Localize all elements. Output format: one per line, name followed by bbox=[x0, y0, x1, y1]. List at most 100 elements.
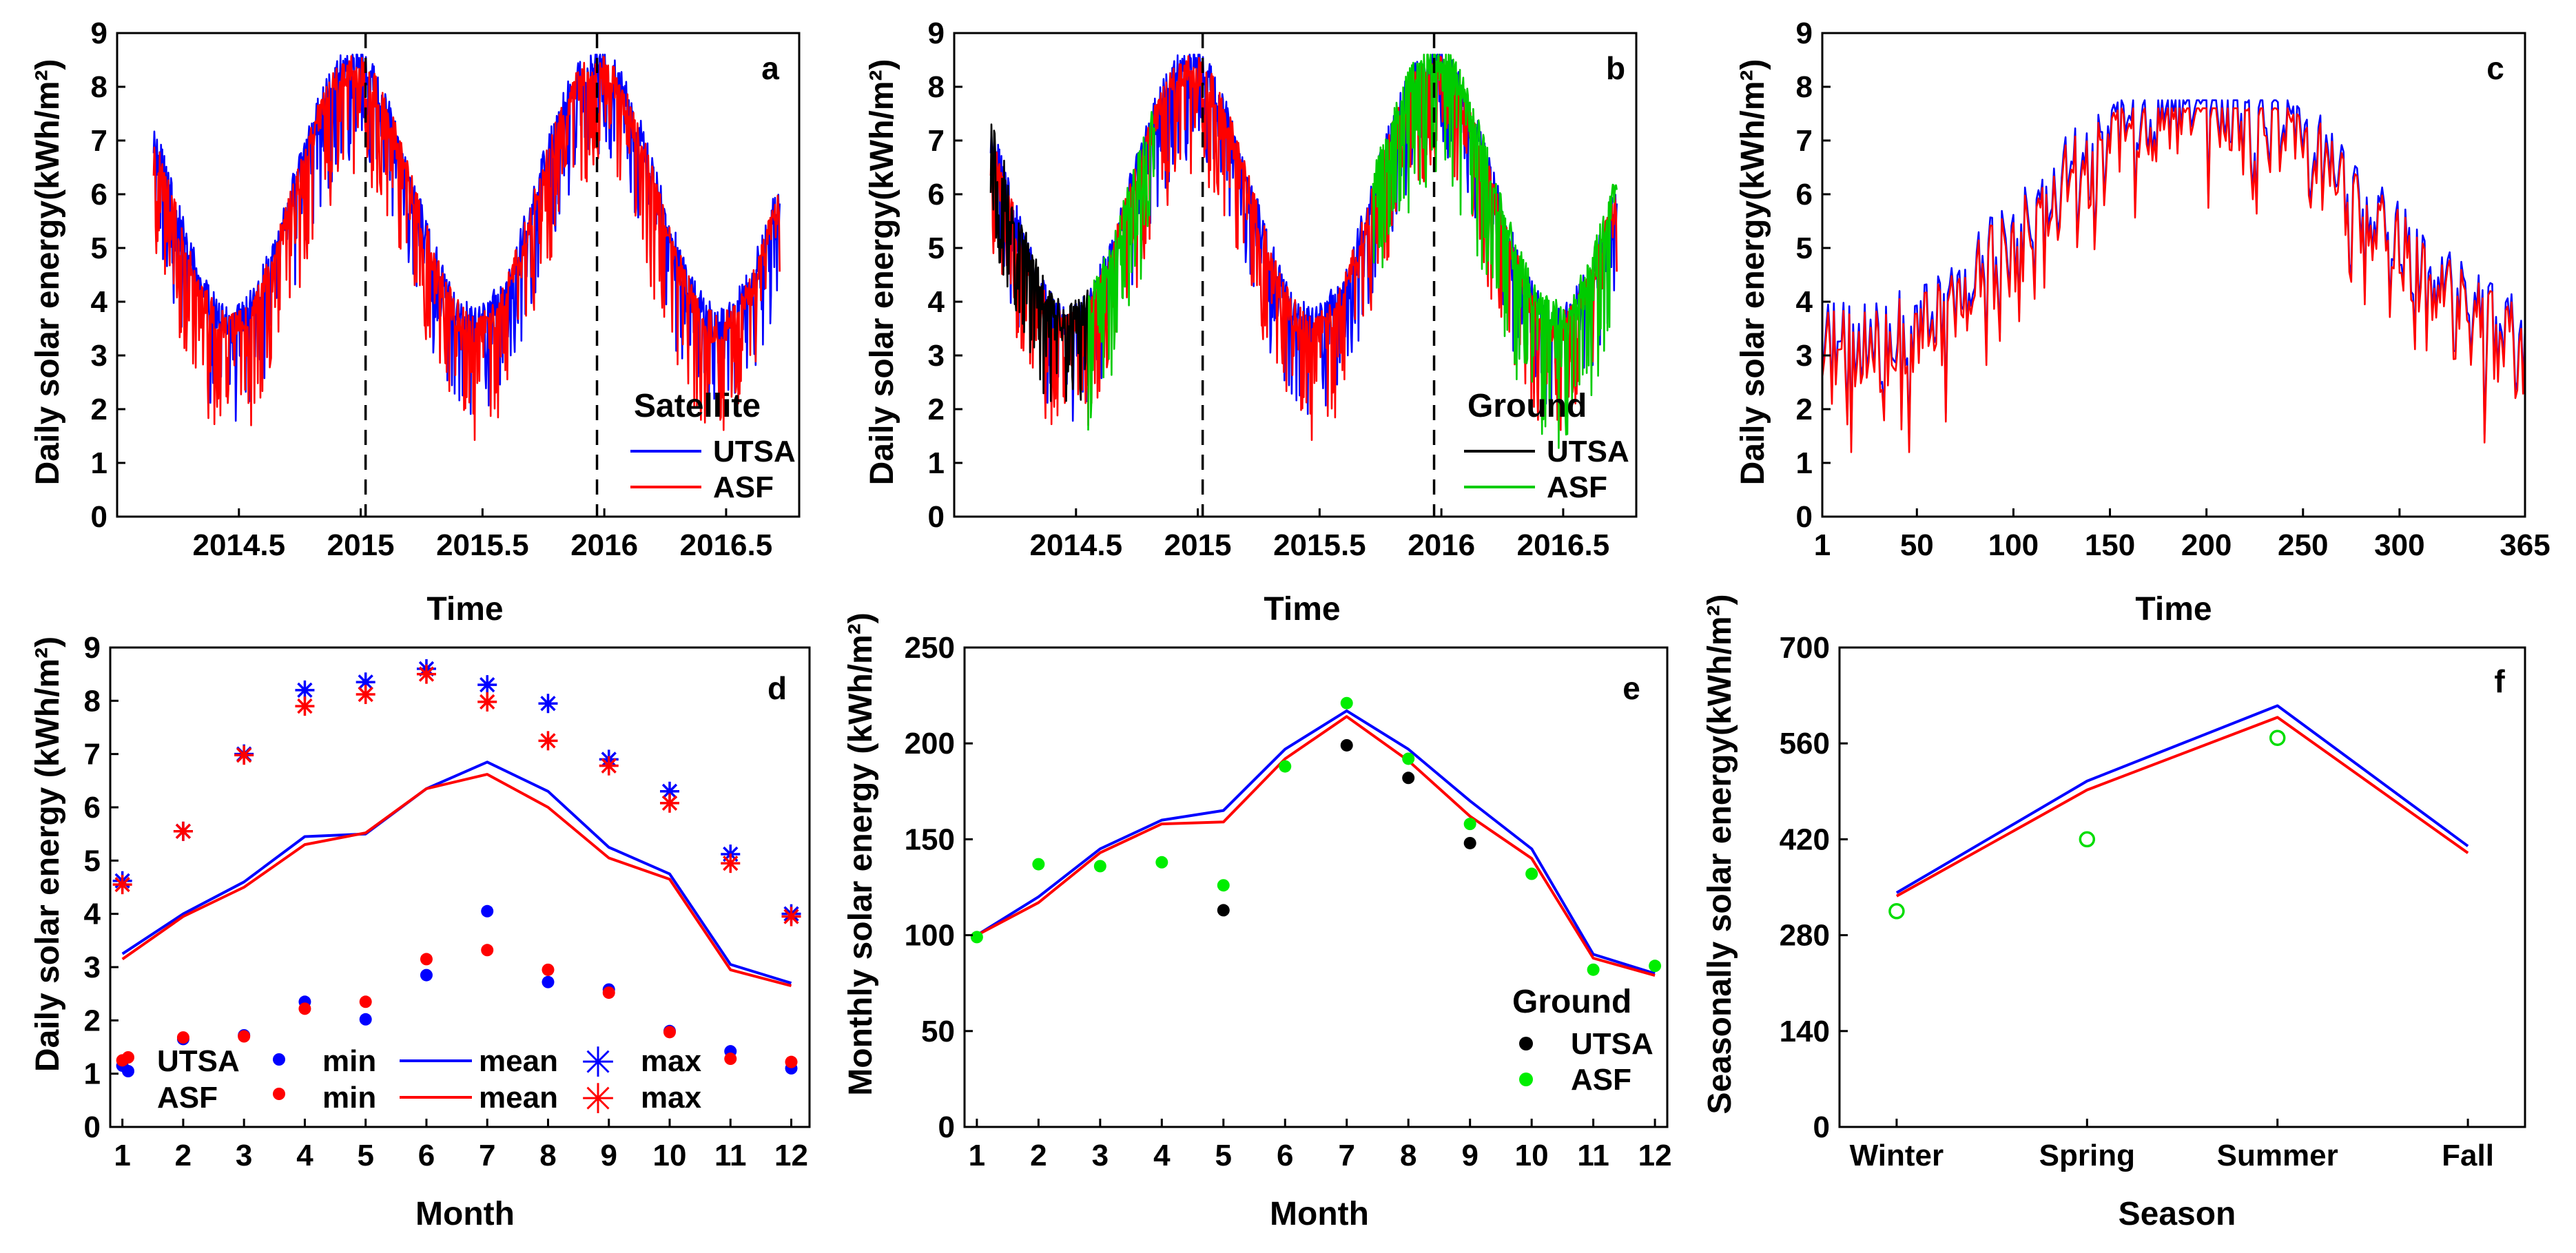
panel-b: 0 1 2 3 4 5 6 7 8 9 2014.5 2015 2015.5 2016 2016.5 Tim… bbox=[864, 17, 1638, 628]
panel-a-ytick-label: 6 bbox=[91, 178, 107, 211]
panel-c-xtick-label: 150 bbox=[2085, 528, 2135, 562]
panel-c-series-utsa bbox=[1821, 99, 2526, 445]
panel-a-ytick-label: 5 bbox=[91, 231, 107, 265]
panel-d-letter: d bbox=[767, 670, 787, 706]
panel-f-ylabel: Seasonally solar energy(kWh/m²) bbox=[1702, 594, 1738, 1115]
panel-d-asf-max-point bbox=[418, 666, 435, 682]
panel-d-xtick-label: 11 bbox=[714, 1139, 747, 1172]
panel-f-frame bbox=[1838, 646, 2526, 1128]
panel-e-ground-asf-point bbox=[1279, 760, 1292, 773]
panel-d-ytick-label: 9 bbox=[84, 631, 101, 665]
panel-c-ytick-label: 2 bbox=[1796, 393, 1813, 426]
panel-a-xtick-label: 2016.5 bbox=[680, 528, 773, 562]
panel-e-legend-asf-dot bbox=[1519, 1073, 1533, 1086]
panel-c-ytick-label: 0 bbox=[1796, 500, 1813, 534]
panel-b-xlabel: Time bbox=[1264, 591, 1340, 628]
panel-e-ground-utsa-point bbox=[1463, 836, 1476, 849]
panel-a-xlabel: Time bbox=[426, 591, 503, 628]
panel-e-satellite-utsa-line bbox=[976, 709, 1656, 975]
panel-d-legend-utsa-mark2 bbox=[122, 1065, 134, 1077]
panel-a-xtick-label: 2015.5 bbox=[436, 528, 529, 562]
panel-f-xtick-label: Summer bbox=[2217, 1139, 2338, 1172]
panel-b-ytick-label: 3 bbox=[928, 339, 945, 373]
panel-b-ytick-label: 8 bbox=[928, 70, 945, 104]
panel-e-legend-asf: ASF bbox=[1571, 1063, 1631, 1097]
panel-f-ytick-label: 0 bbox=[1813, 1110, 1830, 1144]
panel-b-ytick-label: 4 bbox=[928, 285, 945, 319]
panel-a-ytick-label: 2 bbox=[91, 393, 107, 426]
panel-e-xtick-label: 9 bbox=[1461, 1139, 1478, 1172]
panel-c-xtick-label: 365 bbox=[2500, 528, 2550, 562]
panel-e-legend-title: Ground bbox=[1512, 984, 1631, 1020]
panel-c-xtick-label: 200 bbox=[2181, 528, 2232, 562]
panel-b-letter: b bbox=[1606, 50, 1625, 86]
panel-a-frame bbox=[116, 32, 801, 518]
panel-d-asf-max-point bbox=[783, 909, 799, 924]
panel-e-ground-asf-point bbox=[1155, 856, 1168, 869]
panel-e-ytick-label: 200 bbox=[905, 727, 955, 760]
panel-d-legend-asf-max: max bbox=[641, 1081, 702, 1115]
panel-b-ytick-label: 7 bbox=[928, 124, 945, 158]
panel-f-letter: f bbox=[2494, 663, 2505, 699]
panel-f-ytick-label: 420 bbox=[1780, 822, 1830, 856]
panel-d-asf-min-point bbox=[298, 1002, 311, 1015]
panel-d-legend-utsa-star: ✳ bbox=[581, 1039, 615, 1086]
panel-d-xtick-label: 10 bbox=[653, 1139, 687, 1172]
panel-f-xtick-label: Fall bbox=[2442, 1139, 2494, 1172]
panel-c-ytick-label: 9 bbox=[1796, 17, 1813, 50]
panel-b-series-ground-asf-2016 bbox=[1372, 53, 1618, 449]
panel-e-xtick-label: 2 bbox=[1030, 1139, 1047, 1172]
panel-e-ground-asf-point bbox=[1587, 963, 1600, 976]
panel-e-ytick-label: 250 bbox=[905, 631, 955, 665]
panel-d-legend-row-utsa: UTSA bbox=[157, 1044, 240, 1078]
panel-d-xtick-label: 12 bbox=[774, 1139, 808, 1172]
panel-e-satellite-asf-line bbox=[976, 715, 1656, 977]
panel-d-xtick-label: 7 bbox=[479, 1139, 495, 1172]
panel-c-ylabel: Daily solar energy(kWh/m²) bbox=[1735, 59, 1771, 486]
panel-d-ylabel: Daily solar energy (kWh/m²) bbox=[30, 636, 66, 1072]
panel-e-ground-asf-point bbox=[1032, 858, 1045, 871]
panel-a-ytick-label: 8 bbox=[91, 70, 107, 104]
panel-d-ytick-label: 3 bbox=[84, 951, 101, 984]
panel-e-xtick-label: 1 bbox=[969, 1139, 985, 1172]
panel-d-asf-mean-line bbox=[121, 773, 792, 988]
panel-a-ytick-label: 4 bbox=[91, 285, 108, 319]
panel-a: 0 1 2 3 4 5 6 7 8 9 2014.5 2015 2015.5 2016 2016.5 Tim… bbox=[30, 17, 801, 628]
panel-f-ground-asf-point bbox=[2269, 729, 2286, 746]
panel-d-asf-min-point bbox=[481, 944, 494, 957]
panel-f-satellite-utsa-line bbox=[1895, 704, 2469, 894]
panel-c-xtick-label: 250 bbox=[2278, 528, 2328, 562]
panel-d-xtick-label: 5 bbox=[357, 1139, 373, 1172]
panel-b-xtick-label: 2014.5 bbox=[1029, 528, 1122, 562]
panel-d-legend-utsa-mean: mean bbox=[479, 1044, 558, 1078]
panel-e-ytick-label: 100 bbox=[905, 919, 955, 953]
panel-a-legend-title: Satellite bbox=[634, 388, 761, 424]
panel-d-utsa-min-point bbox=[481, 904, 494, 918]
panel-e-ground-asf-point bbox=[1463, 818, 1476, 831]
panel-c-xtick-label: 1 bbox=[1814, 528, 1831, 562]
panel-f-plot: 0 140 280 420 560 700 Winter Spring Summer Fall bbox=[1780, 631, 2526, 1172]
panel-b-ylabel: Daily solar energy(kWh/m²) bbox=[864, 59, 900, 486]
panel-d-utsa-min-point bbox=[542, 975, 555, 988]
panel-e-legend-utsa-dot bbox=[1519, 1037, 1533, 1050]
panel-d-asf-max-point bbox=[723, 856, 739, 871]
panel-a-plot: 0 1 2 3 4 5 6 7 8 9 2014.5 2015 2015.5 2016 2016.5 bbox=[91, 17, 801, 562]
panel-e-xtick-label: 12 bbox=[1638, 1139, 1672, 1172]
panel-d-frame bbox=[109, 646, 811, 1128]
panel-a-xtick-label: 2014.5 bbox=[192, 528, 285, 562]
panel-a-ylabel-text: Daily solar energy(kWh/m²) bbox=[30, 59, 66, 486]
panel-f-xtick-label: Spring bbox=[2039, 1139, 2135, 1172]
panel-d-asf-min-point bbox=[785, 1055, 798, 1068]
panel-d-xtick-label: 9 bbox=[600, 1139, 617, 1172]
panel-a-series-asf bbox=[152, 55, 781, 442]
panel-f: 0 140 280 420 560 700 Winter Spring Summer Fall S… bbox=[1702, 594, 2526, 1232]
panel-d-utsa-max-point bbox=[540, 696, 556, 712]
panel-b-series-ground-utsa bbox=[989, 123, 1089, 402]
panel-c-ytick-label: 7 bbox=[1796, 124, 1813, 158]
panel-f-ytick-label: 560 bbox=[1780, 727, 1830, 760]
panel-e-xtick-label: 6 bbox=[1277, 1139, 1293, 1172]
